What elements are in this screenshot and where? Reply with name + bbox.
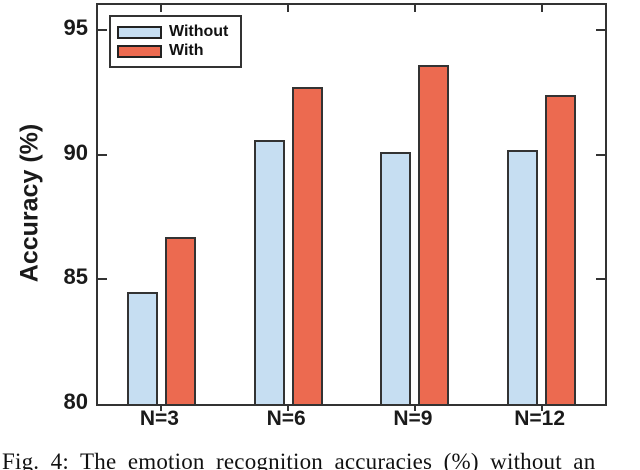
x-tick-mark-top <box>540 5 543 12</box>
x-tick-mark-top <box>287 5 290 12</box>
x-tick-mark-top <box>160 5 163 12</box>
y-tick-mark-right <box>596 153 605 156</box>
bar-with-n=3 <box>164 236 196 406</box>
y-tick-mark-right <box>596 278 605 281</box>
bar-without-n=9 <box>380 152 412 406</box>
x-tick-label: N=6 <box>266 407 306 430</box>
legend: Without With <box>109 15 243 68</box>
bar-without-n=6 <box>253 139 285 406</box>
x-tick-label: N=3 <box>139 407 179 430</box>
y-tick-mark-left <box>98 28 107 31</box>
legend-label: With <box>169 42 204 59</box>
legend-swatch-without <box>117 25 162 39</box>
bar-with-n=12 <box>545 94 577 406</box>
plot-area: Without With <box>96 3 607 411</box>
y-tick-mark-left <box>98 153 107 156</box>
y-tick-mark-right <box>596 28 605 31</box>
legend-label: Without <box>169 23 229 40</box>
x-tick-mark-top <box>413 5 416 12</box>
x-tick-label: N=12 <box>514 407 566 430</box>
x-tick-mark-bottom <box>160 404 163 411</box>
legend-item: With <box>117 42 228 60</box>
bar-without-n=12 <box>507 149 539 406</box>
x-tick-mark-bottom <box>540 404 543 411</box>
bar-with-n=9 <box>418 64 450 406</box>
y-tick-mark-left <box>98 278 107 281</box>
y-tick-label: 90 <box>63 139 88 165</box>
bar-without-n=3 <box>126 291 158 406</box>
figure-caption: Fig. 4: The emotion recognition accuraci… <box>2 449 596 470</box>
y-tick-label: 95 <box>63 14 88 40</box>
legend-swatch-with <box>117 44 162 58</box>
x-tick-label: N=9 <box>393 407 433 430</box>
legend-item: Without <box>117 23 228 41</box>
x-tick-mark-bottom <box>287 404 290 411</box>
y-tick-label: 85 <box>63 264 88 290</box>
x-tick-mark-bottom <box>413 404 416 411</box>
bar-with-n=6 <box>291 87 323 406</box>
y-tick-label: 80 <box>63 389 88 414</box>
